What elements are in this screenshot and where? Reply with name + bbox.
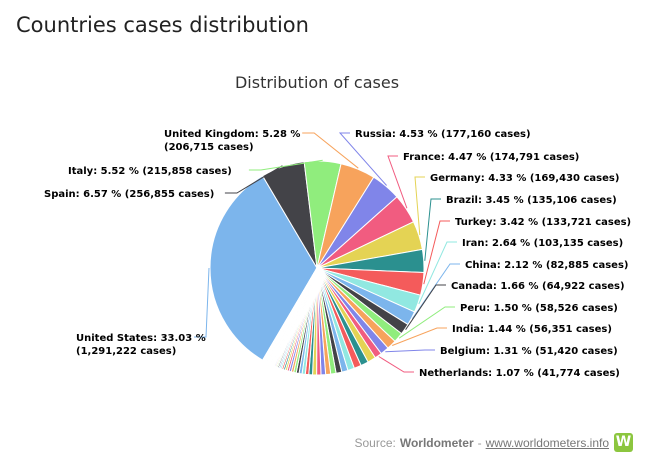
source-credit: Source: Worldometer - www.worldometers.i… [354,433,633,452]
data-label: Brazil: 3.45 % (135,106 cases) [446,195,617,206]
data-label: Russia: 4.53 % (177,160 cases) [355,129,531,140]
pie-slice-united-states[interactable] [209,175,318,361]
source-separator: - [477,435,482,450]
connector-line[interactable] [248,159,323,171]
connector-line[interactable] [387,155,408,209]
connector-line[interactable] [405,284,446,330]
chart-title: Distribution of cases [235,73,399,92]
data-label: United Kingdom: 5.28 % [164,129,300,140]
data-label: Canada: 1.66 % (64,922 cases) [451,281,625,292]
data-label: Germany: 4.33 % (169,430 cases) [430,173,619,184]
connector-line[interactable] [302,132,359,169]
pie-chart: Distribution of cases United States: 33.0… [44,73,631,379]
worldometer-logo-icon: W [614,433,633,452]
source-name: Worldometer [399,435,474,450]
pie-slice-other[interactable] [262,267,318,361]
data-label: Iran: 2.64 % (103,135 cases) [462,238,623,249]
data-label: China: 2.12 % (82,885 cases) [465,260,628,271]
connector-line[interactable] [398,306,455,339]
source-prefix: Source: [354,435,396,450]
data-label: Peru: 1.50 % (58,526 cases) [460,303,618,314]
data-label: Turkey: 3.42 % (133,721 cases) [455,217,631,228]
connector-line[interactable] [378,356,414,373]
source-link[interactable]: www.worldometers.info [485,435,609,450]
data-label: France: 4.47 % (174,791 cases) [403,152,579,163]
connector-line[interactable] [224,165,283,194]
data-label: Italy: 5.52 % (215,858 cases) [68,166,232,177]
connector-line[interactable] [414,176,425,236]
data-label: United States: 33.03 % [76,333,206,344]
data-label: Netherlands: 1.07 % (41,774 cases) [419,368,620,379]
worldometer-logo-letter: W [615,434,632,450]
data-label: India: 1.44 % (56,351 cases) [452,324,612,335]
connector-line[interactable] [385,349,435,353]
connector-line[interactable] [424,198,441,261]
data-label-cases: (1,291,222 cases) [76,346,176,357]
page-title: Countries cases distribution [16,13,309,37]
data-label-cases: (206,715 cases) [164,142,254,153]
data-label: Belgium: 1.31 % (51,420 cases) [440,346,618,357]
data-label: Spain: 6.57 % (256,855 cases) [44,189,214,200]
connector-line[interactable] [338,132,387,186]
connector-line[interactable] [194,267,210,338]
connector-line[interactable] [392,327,447,346]
connector-line[interactable] [418,241,457,305]
connector-line[interactable] [423,220,450,285]
